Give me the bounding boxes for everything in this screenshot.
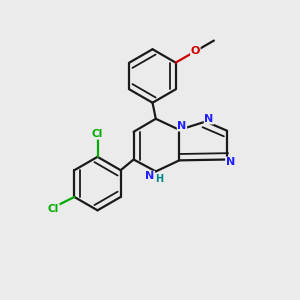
Text: N: N [145, 171, 154, 181]
Text: O: O [191, 46, 200, 56]
Text: Cl: Cl [92, 129, 103, 139]
Text: N: N [204, 114, 214, 124]
Text: N: N [226, 157, 235, 167]
Text: H: H [155, 174, 163, 184]
Text: Cl: Cl [48, 204, 59, 214]
Text: N: N [177, 121, 187, 131]
